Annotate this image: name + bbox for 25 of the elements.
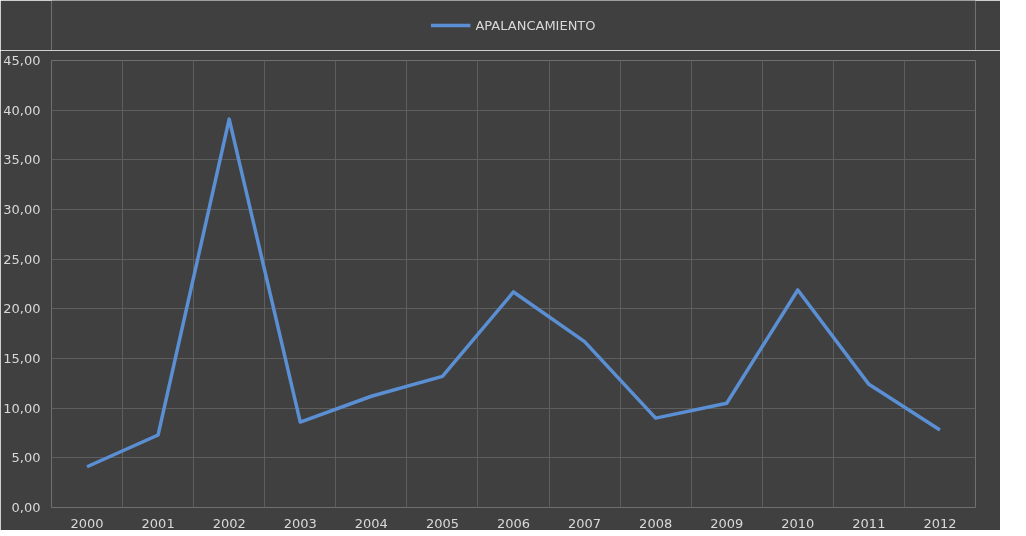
y-tick-label: 5,00 <box>11 450 41 466</box>
x-tick-label: 2000 <box>70 515 104 531</box>
x-tick-label: 2002 <box>212 515 246 531</box>
x-tick-label: 2003 <box>283 515 317 531</box>
y-tick-label: 30,00 <box>3 202 41 217</box>
x-tick-label: 2005 <box>425 515 459 531</box>
y-tick-label: 0,00 <box>11 500 41 515</box>
x-tick-label: 2012 <box>923 515 957 531</box>
x-tick-label: 2007 <box>568 515 602 531</box>
y-tick-label: 45,00 <box>3 53 41 68</box>
x-tick-label: 2011 <box>852 515 886 531</box>
y-tick-label: 25,00 <box>3 251 41 267</box>
y-tick-label: 40,00 <box>3 102 41 118</box>
x-tick-label: 2001 <box>141 515 175 531</box>
x-tick-label: 2009 <box>710 515 744 531</box>
legend-label: APALANCAMIENTO <box>475 17 596 33</box>
y-tick-label: 15,00 <box>3 351 41 366</box>
x-tick-label: 2006 <box>496 515 531 531</box>
x-tick-label: 2004 <box>354 515 388 531</box>
line-series <box>85 117 942 469</box>
y-tick-label: 10,00 <box>3 400 41 416</box>
y-tick-label: 20,00 <box>3 301 41 317</box>
x-tick-label: 2010 <box>781 515 815 531</box>
y-tick-label: 35,00 <box>3 152 41 168</box>
x-tick-label: 2008 <box>639 515 673 531</box>
